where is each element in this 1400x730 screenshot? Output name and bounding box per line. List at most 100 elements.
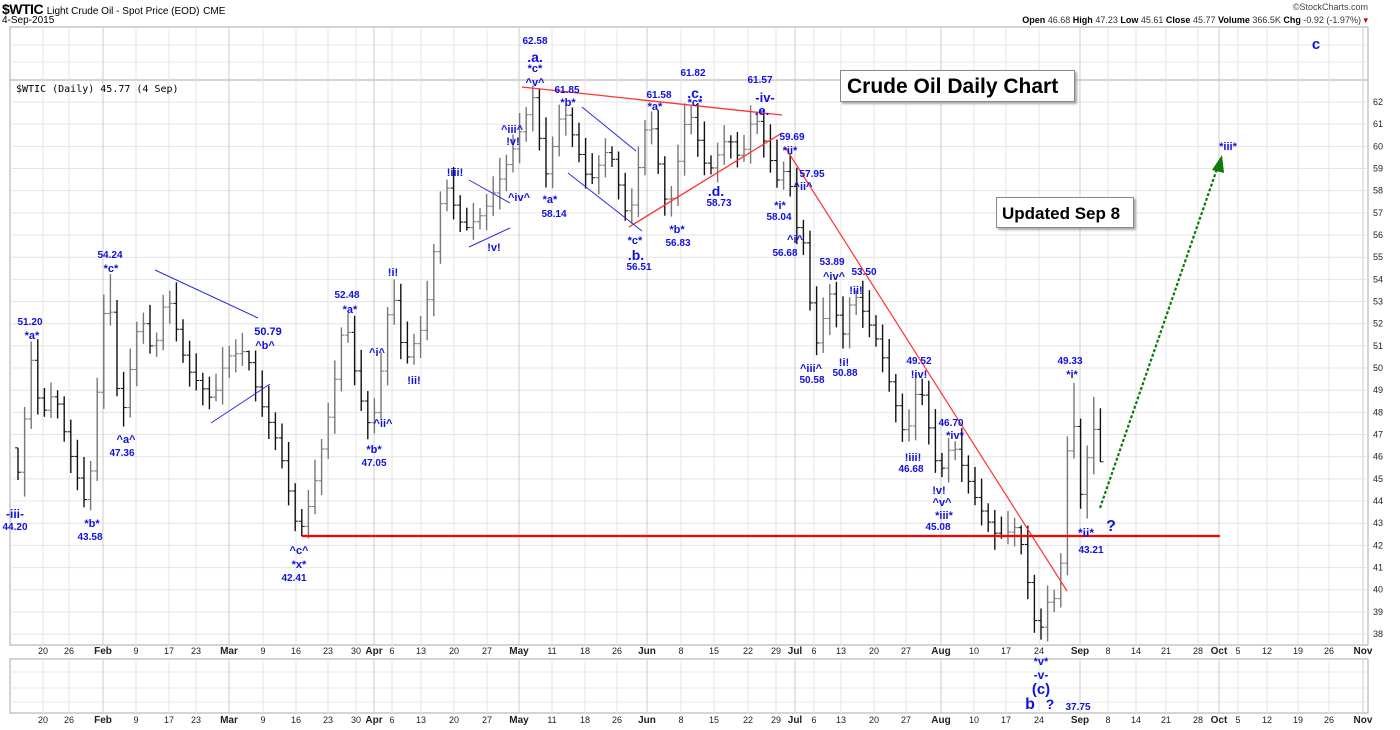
price-bar bbox=[529, 85, 536, 132]
wave-label: *iv* bbox=[946, 430, 964, 442]
price-bar bbox=[87, 461, 94, 511]
wave-label: 61.57 bbox=[747, 75, 773, 86]
wave-label: *i* bbox=[1066, 369, 1078, 381]
price-bar bbox=[133, 321, 140, 387]
wave-label: 50.79 bbox=[254, 326, 282, 338]
price-bar bbox=[219, 346, 226, 405]
price-bar bbox=[292, 483, 299, 532]
price-bar bbox=[1090, 396, 1097, 475]
price-bar bbox=[1097, 408, 1104, 463]
x-tick-label: 10 bbox=[969, 715, 979, 725]
wave-label: ^iii^ bbox=[799, 363, 823, 375]
x-tick-label: 23 bbox=[323, 646, 333, 656]
down-arrow-icon: ▾ bbox=[1363, 15, 1368, 25]
x-tick-label: 29 bbox=[771, 646, 781, 656]
wave-label: !v! bbox=[487, 242, 501, 254]
y-tick-label: 47 bbox=[1373, 430, 1383, 440]
price-bar bbox=[186, 340, 193, 387]
price-bar bbox=[899, 393, 906, 442]
wave-label: .b. bbox=[627, 247, 645, 263]
y-tick-label: 58 bbox=[1373, 186, 1383, 196]
price-bar bbox=[1038, 608, 1044, 640]
updated-box: Updated Sep 8 bbox=[996, 197, 1134, 228]
price-bar bbox=[213, 373, 219, 402]
wave-label: 58.04 bbox=[766, 212, 792, 223]
price-bar bbox=[41, 387, 48, 417]
y-tick-label: 38 bbox=[1373, 629, 1383, 639]
wave-label: *a* bbox=[342, 304, 358, 316]
price-bar bbox=[28, 341, 35, 430]
y-tick-label: 55 bbox=[1373, 252, 1383, 262]
y-tick-label: 48 bbox=[1373, 407, 1383, 417]
price-bar bbox=[576, 122, 582, 163]
price-bar bbox=[912, 373, 919, 441]
wave-label: *ii* bbox=[1077, 526, 1095, 540]
x-tick-label: Sep bbox=[1071, 715, 1089, 726]
channel-line bbox=[468, 179, 511, 204]
open-label: Open bbox=[1022, 15, 1046, 25]
wave-label: *c* bbox=[687, 97, 703, 109]
x-tick-label: 13 bbox=[836, 646, 846, 656]
wave-label: -v- bbox=[1033, 668, 1049, 682]
price-bar bbox=[892, 374, 899, 423]
wave-label: ^ii^ bbox=[793, 181, 813, 193]
price-bar bbox=[74, 439, 81, 491]
wave-label: *v* bbox=[1033, 656, 1049, 668]
price-bar bbox=[173, 282, 180, 342]
price-bar bbox=[727, 135, 734, 159]
x-tick-label: 24 bbox=[1034, 715, 1044, 725]
wave-label: *b* bbox=[560, 97, 576, 109]
price-bar bbox=[140, 312, 147, 344]
x-tick-label: 14 bbox=[1131, 646, 1141, 656]
x-tick-label: 8 bbox=[678, 715, 683, 725]
wave-label: ^i^ bbox=[787, 234, 803, 246]
x-tick-label: 6 bbox=[389, 715, 394, 725]
wave-label: 50.88 bbox=[832, 368, 858, 379]
x-tick-label: 9 bbox=[260, 715, 265, 725]
x-tick-label: 9 bbox=[133, 646, 138, 656]
wave-label: 53.89 bbox=[819, 257, 845, 268]
x-tick-label: Sep bbox=[1071, 646, 1089, 657]
x-tick-label: Jul bbox=[788, 646, 803, 657]
x-tick-label: 20 bbox=[869, 646, 879, 656]
price-bar bbox=[523, 106, 530, 142]
y-tick-label: 61 bbox=[1373, 119, 1383, 129]
wave-label: ^b^ bbox=[255, 340, 275, 352]
price-bar bbox=[305, 489, 312, 539]
price-bar bbox=[1077, 418, 1084, 509]
price-bar bbox=[166, 290, 173, 324]
price-bar bbox=[318, 438, 325, 496]
price-bar bbox=[906, 409, 912, 442]
channel-line bbox=[567, 172, 643, 232]
price-bar bbox=[265, 385, 272, 439]
channel-line bbox=[210, 383, 271, 424]
price-bar bbox=[747, 105, 754, 164]
price-bar bbox=[437, 191, 444, 264]
price-bar bbox=[1044, 585, 1051, 642]
x-tick-label: 20 bbox=[38, 646, 48, 656]
price-bar bbox=[193, 353, 200, 391]
wave-label: 37.75 bbox=[1065, 702, 1091, 713]
instrument-name: Light Crude Oil - Spot Price (EOD) bbox=[46, 6, 200, 17]
wave-label: 53.50 bbox=[851, 267, 877, 278]
price-bar bbox=[833, 281, 840, 328]
price-bar bbox=[655, 110, 662, 174]
price-bar bbox=[1018, 525, 1025, 555]
x-tick-label: 27 bbox=[482, 715, 492, 725]
downtrend-line bbox=[784, 146, 1068, 592]
price-bar bbox=[199, 372, 206, 406]
price-bar bbox=[477, 208, 483, 230]
price-bar bbox=[741, 134, 747, 162]
x-tick-label: 9 bbox=[133, 715, 138, 725]
x-tick-label: 26 bbox=[1324, 715, 1334, 725]
price-bar bbox=[483, 194, 490, 231]
wave-label: ^ii^ bbox=[373, 418, 393, 430]
price-bar bbox=[886, 338, 893, 392]
wave-label: 43.58 bbox=[77, 532, 103, 543]
high-value: 47.23 bbox=[1095, 15, 1118, 25]
price-bar bbox=[628, 188, 635, 224]
y-tick-label: 49 bbox=[1373, 385, 1383, 395]
high-label: High bbox=[1072, 15, 1093, 25]
x-tick-label: 17 bbox=[164, 715, 174, 725]
wave-label: 57.95 bbox=[799, 169, 825, 180]
